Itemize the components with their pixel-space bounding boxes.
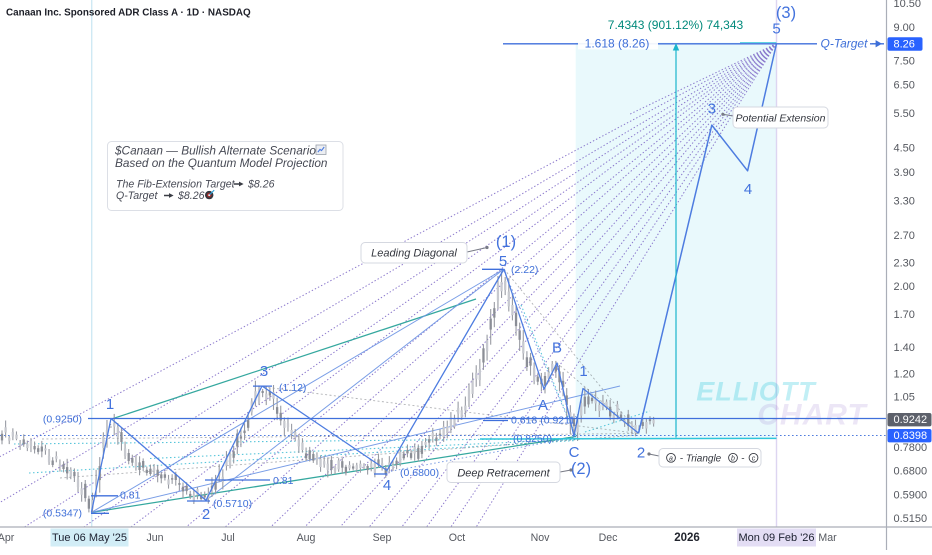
svg-text:Sep: Sep bbox=[373, 532, 392, 544]
svg-text:8.26: 8.26 bbox=[894, 39, 915, 51]
svg-text:The Fib-Extension Target: The Fib-Extension Target bbox=[116, 179, 236, 191]
svg-text:0.9242: 0.9242 bbox=[894, 414, 928, 426]
svg-text:0.5900: 0.5900 bbox=[894, 490, 928, 502]
svg-text:(0.5710): (0.5710) bbox=[213, 498, 252, 510]
svg-text:Deep Retracement: Deep Retracement bbox=[457, 468, 550, 480]
svg-text:1: 1 bbox=[106, 396, 114, 413]
svg-text:2.30: 2.30 bbox=[894, 258, 915, 270]
svg-text:a: a bbox=[669, 455, 673, 462]
svg-text:(2): (2) bbox=[571, 460, 591, 478]
svg-text:1.618 (8.26): 1.618 (8.26) bbox=[585, 37, 650, 51]
svg-text:$Canaan — Bullish Alternate Sc: $Canaan — Bullish Alternate Scenario bbox=[114, 144, 316, 158]
svg-text:- Triangle: - Triangle bbox=[680, 453, 722, 464]
svg-text:(1): (1) bbox=[496, 233, 516, 251]
svg-text:3: 3 bbox=[260, 363, 268, 380]
svg-text:3.30: 3.30 bbox=[894, 196, 915, 208]
svg-text:c: c bbox=[752, 455, 756, 462]
svg-text:Oct: Oct bbox=[449, 532, 466, 544]
svg-text:1.20: 1.20 bbox=[894, 369, 915, 381]
svg-text:9.00: 9.00 bbox=[894, 22, 915, 34]
svg-text:Tue 06 May '25: Tue 06 May '25 bbox=[52, 532, 127, 544]
svg-text:1: 1 bbox=[579, 363, 587, 380]
svg-text:$8.26: $8.26 bbox=[247, 179, 275, 191]
svg-text:0.8398: 0.8398 bbox=[894, 430, 928, 442]
svg-text:Dec: Dec bbox=[599, 532, 619, 544]
svg-text:4: 4 bbox=[744, 181, 752, 198]
svg-text:(2.22): (2.22) bbox=[511, 264, 538, 276]
svg-text:0.6800: 0.6800 bbox=[894, 466, 928, 478]
svg-text:Mar: Mar bbox=[818, 532, 837, 544]
svg-text:4: 4 bbox=[383, 477, 391, 494]
svg-text:2.70: 2.70 bbox=[894, 230, 915, 242]
svg-text:7.50: 7.50 bbox=[894, 56, 915, 68]
svg-text:(0.6800): (0.6800) bbox=[400, 467, 439, 479]
svg-text:4.50: 4.50 bbox=[894, 143, 915, 155]
svg-text:2026: 2026 bbox=[674, 532, 700, 544]
svg-text:Q-Target: Q-Target bbox=[116, 190, 158, 202]
svg-text:3.90: 3.90 bbox=[894, 167, 915, 179]
svg-text:(0.8250): (0.8250) bbox=[513, 433, 552, 445]
svg-text:(0.9250): (0.9250) bbox=[43, 414, 82, 426]
svg-text:Canaan Inc. Sponsored ADR Clas: Canaan Inc. Sponsored ADR Class A · 1D ·… bbox=[6, 8, 251, 19]
svg-text:5: 5 bbox=[772, 21, 780, 38]
svg-text:B: B bbox=[552, 340, 562, 357]
svg-text:b: b bbox=[731, 455, 735, 462]
svg-text:0.618 (0.9211): 0.618 (0.9211) bbox=[511, 415, 579, 427]
svg-text:Aug: Aug bbox=[297, 532, 316, 544]
svg-text:Nov: Nov bbox=[531, 532, 551, 544]
svg-text:Apr: Apr bbox=[0, 532, 15, 544]
svg-text:1.70: 1.70 bbox=[894, 309, 915, 321]
svg-text:Jun: Jun bbox=[146, 532, 163, 544]
svg-text:C: C bbox=[569, 444, 580, 461]
svg-text:7.4343 (901.12%) 74,343: 7.4343 (901.12%) 74,343 bbox=[608, 18, 744, 32]
svg-text:5.50: 5.50 bbox=[894, 108, 915, 120]
svg-text:$8.26: $8.26 bbox=[177, 190, 205, 202]
svg-text:2.00: 2.00 bbox=[894, 281, 915, 293]
svg-text:Mon 09 Feb '26: Mon 09 Feb '26 bbox=[738, 532, 814, 544]
svg-text:(3): (3) bbox=[776, 4, 796, 22]
svg-text:1.40: 1.40 bbox=[894, 342, 915, 354]
svg-text:Based on the Quantum Model Pro: Based on the Quantum Model Projection bbox=[115, 156, 328, 170]
svg-text:A: A bbox=[538, 397, 548, 414]
svg-text:6.50: 6.50 bbox=[894, 80, 915, 92]
svg-text:ELLIOTT: ELLIOTT bbox=[696, 377, 817, 407]
svg-text:0.81: 0.81 bbox=[120, 490, 141, 502]
svg-text:Potential Extension: Potential Extension bbox=[736, 113, 826, 125]
svg-text:Q-Target: Q-Target bbox=[821, 37, 869, 51]
svg-text:0.81: 0.81 bbox=[273, 475, 294, 487]
svg-text:10.50: 10.50 bbox=[894, 0, 922, 10]
svg-text:CHART: CHART bbox=[757, 399, 868, 432]
svg-text:3: 3 bbox=[708, 101, 716, 118]
svg-text:2: 2 bbox=[202, 506, 210, 523]
svg-text:-: - bbox=[741, 453, 745, 464]
svg-text:(1.12): (1.12) bbox=[279, 382, 306, 394]
svg-text:1.05: 1.05 bbox=[894, 392, 915, 404]
svg-text:(0.5347): (0.5347) bbox=[43, 508, 82, 520]
svg-text:Jul: Jul bbox=[221, 532, 235, 544]
svg-text:0.5150: 0.5150 bbox=[894, 513, 928, 525]
svg-text:Leading Diagonal: Leading Diagonal bbox=[371, 248, 457, 260]
svg-text:2: 2 bbox=[637, 445, 645, 462]
svg-text:5: 5 bbox=[499, 253, 507, 270]
svg-text:0.7800: 0.7800 bbox=[894, 442, 928, 454]
